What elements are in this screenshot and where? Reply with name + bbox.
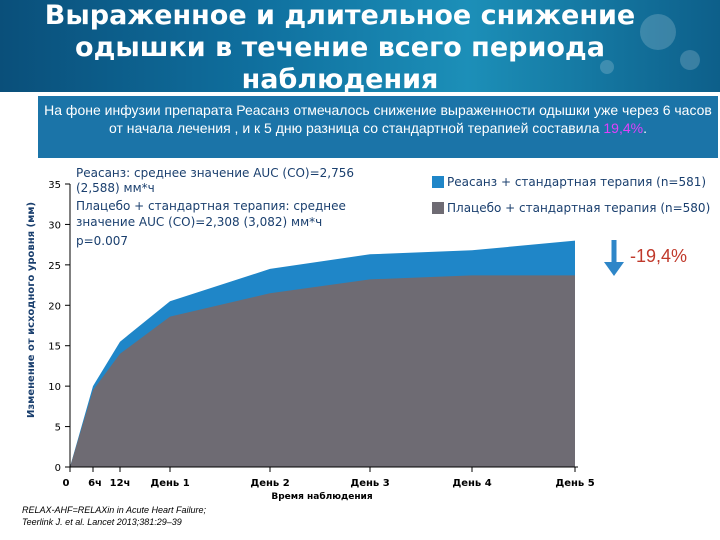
y-tick-label: 5 [55, 423, 61, 434]
footnote-line-2: Teerlink J. et al. Lancet 2013;381:29–39 [22, 517, 182, 527]
y-tick-label: 25 [48, 261, 61, 272]
legend-label: Плацебо + стандартная терапия (n=580) [447, 201, 710, 215]
y-tick-label: 30 [48, 220, 61, 231]
x-tick-label: День 5 [555, 478, 594, 489]
x-tick-label: День 2 [250, 478, 289, 489]
legend-swatch [432, 176, 444, 188]
x-tick-label: День 1 [150, 478, 189, 489]
subtitle-tail: . [643, 120, 647, 136]
footnote: RELAX-AHF=RELAXin in Acute Heart Failure… [22, 504, 206, 528]
x-axis-label: Время наблюдения [271, 491, 372, 502]
auc-annotation: Реасанз: среднее значение AUC (СО)=2,756 [76, 166, 354, 180]
delta-label: -19,4% [630, 246, 687, 266]
x-tick-label: День 4 [452, 478, 491, 489]
auc-annotation: Плацебо + стандартная терапия: среднее [76, 199, 346, 213]
subtitle-highlight: 19,4% [603, 120, 644, 136]
x-tick-label: 12ч [110, 478, 131, 489]
legend-swatch [432, 202, 444, 214]
auc-annotation: p=0.007 [76, 234, 128, 248]
subtitle-box: На фоне инфузии препарата Реасанз отмеча… [38, 96, 718, 158]
header-banner: Выраженное и длительное снижение одышки … [0, 0, 720, 92]
y-tick-label: 0 [55, 463, 61, 474]
y-tick-label: 10 [48, 382, 61, 393]
series-area-placebo [70, 275, 575, 467]
y-tick-label: 20 [48, 301, 61, 312]
footnote-line-1: RELAX-AHF=RELAXin in Acute Heart Failure… [22, 505, 206, 515]
x-tick-label: 0 [63, 478, 70, 489]
x-tick-label: День 3 [350, 478, 389, 489]
y-tick-label: 35 [48, 180, 61, 191]
x-tick-label: 6ч [88, 478, 102, 489]
subtitle-main: На фоне инфузии препарата Реасанз отмеча… [44, 102, 712, 136]
water-bubble-decoration [680, 50, 700, 70]
legend-label: Реасанз + стандартная терапия (n=581) [447, 175, 706, 189]
slide-title: Выраженное и длительное снижение одышки … [44, 0, 636, 92]
y-axis-label: Изменение от исходного уровня (мм) [26, 202, 37, 418]
auc-annotation: значение AUC (СО)=2,308 (3,082) мм*ч [76, 215, 322, 229]
water-bubble-decoration [600, 60, 614, 74]
down-arrow-icon [604, 262, 624, 276]
y-tick-label: 15 [48, 342, 61, 353]
water-bubble-decoration [640, 14, 676, 50]
auc-annotation: (2,588) мм*ч [76, 181, 155, 195]
subtitle-text: На фоне инфузии препарата Реасанз отмеча… [38, 101, 718, 137]
